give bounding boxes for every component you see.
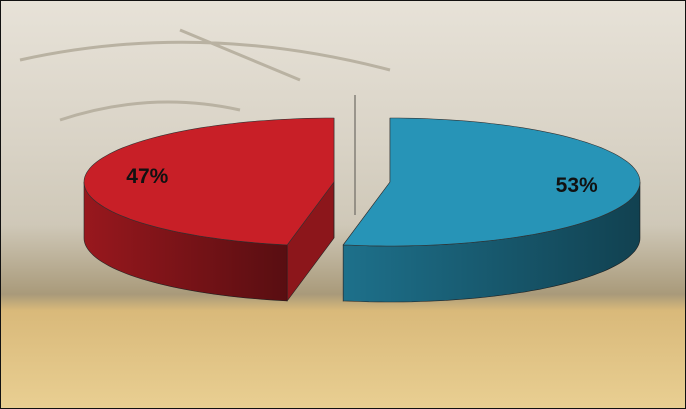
data-label: 53% <box>556 174 598 197</box>
data-label: 47% <box>126 165 168 188</box>
chart: 47% 53% <box>0 0 686 409</box>
